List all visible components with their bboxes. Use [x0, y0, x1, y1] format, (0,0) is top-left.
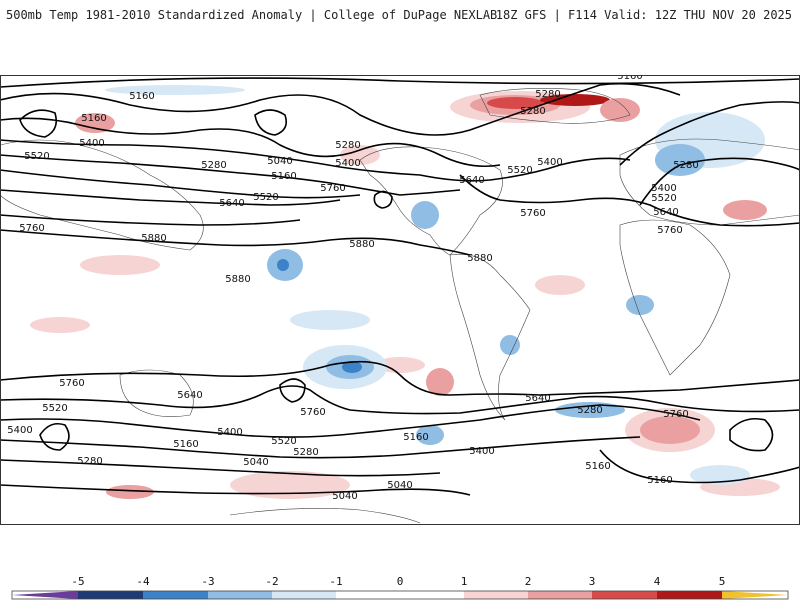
- contour-label: 5160: [129, 91, 154, 102]
- colorbar-tick: -3: [201, 575, 215, 588]
- colorbar-segment-neg4: [78, 591, 143, 599]
- contour-label: 5760: [663, 409, 688, 420]
- contour-label: 5040: [243, 457, 268, 468]
- anomaly-map[interactable]: 5160 5160 5160 5160 5160 5160 5160 5160 …: [0, 75, 800, 525]
- colorbar-swatches: [11, 590, 789, 600]
- colorbar-tick: 4: [653, 575, 661, 588]
- colorbar-segment-neg5: [12, 591, 78, 599]
- colorbar: -5 -4 -3 -2 -1 0 1 2 3 4 5: [0, 560, 800, 600]
- contour-label: 5280: [577, 405, 602, 416]
- colorbar-segment-zero-low: [336, 591, 400, 599]
- contour-label: 5280: [520, 106, 545, 117]
- colorbar-tick: -1: [329, 575, 343, 588]
- contour-label: 5880: [225, 274, 250, 285]
- contour-label: 5160: [271, 171, 296, 182]
- contour-label: 5160: [403, 432, 428, 443]
- map-title: 500mb Temp 1981-2010 Standardized Anomal…: [6, 8, 498, 22]
- contour-label: 5520: [507, 165, 532, 176]
- contour-label: 5640: [653, 207, 678, 218]
- contour-label: 5160: [617, 75, 642, 82]
- colorbar-segment-pos3: [592, 591, 657, 599]
- contour-label: 5520: [271, 436, 296, 447]
- colorbar-tick: -2: [265, 575, 279, 588]
- colorbar-tick: 3: [588, 575, 596, 588]
- colorbar-segment-pos1: [464, 591, 528, 599]
- colorbar-segment-neg2: [208, 591, 272, 599]
- contour-label: 5040: [332, 491, 357, 502]
- contour-label: 5160: [173, 439, 198, 450]
- contour-label: 5640: [525, 393, 550, 404]
- contour-label: 5280: [77, 456, 102, 467]
- contour-label: 5640: [459, 175, 484, 186]
- header-bar: 500mb Temp 1981-2010 Standardized Anomal…: [0, 0, 800, 30]
- contour-label: 5280: [335, 140, 360, 151]
- colorbar-tick: -4: [136, 575, 150, 588]
- contour-label: 5400: [7, 425, 32, 436]
- contour-label: 5400: [537, 157, 562, 168]
- contour-label: 5880: [349, 239, 374, 250]
- contour-label: 5760: [300, 407, 325, 418]
- contour-label: 5760: [19, 223, 44, 234]
- contour-label: 5400: [217, 427, 242, 438]
- colorbar-tick: -5: [71, 575, 85, 588]
- contour-label: 5520: [42, 403, 67, 414]
- contour-label: 5760: [657, 225, 682, 236]
- contour-label: 5280: [535, 89, 560, 100]
- contour-label: 5760: [320, 183, 345, 194]
- contour-label: 5040: [387, 480, 412, 491]
- colorbar-segment-neg3: [143, 591, 208, 599]
- contour-label: 5760: [520, 208, 545, 219]
- contour-label: 5640: [219, 198, 244, 209]
- contour-label: 5040: [267, 156, 292, 167]
- contour-label: 5880: [467, 253, 492, 264]
- contour-label: 5400: [651, 183, 676, 194]
- contour-label: 5160: [647, 475, 672, 486]
- contour-label: 5280: [293, 447, 318, 458]
- height-contours: [0, 77, 800, 496]
- contour-label: 5400: [335, 158, 360, 169]
- contour-label: 5400: [469, 446, 494, 457]
- coastlines: [0, 88, 800, 524]
- colorbar-segment-pos5: [722, 591, 788, 599]
- contour-labels: 5160 5160 5160 5160 5160 5160 5160 5160 …: [7, 75, 698, 502]
- contour-label: 5520: [253, 192, 278, 203]
- model-run-info: 18Z GFS | F114 Valid: 12Z THU NOV 20 202…: [495, 8, 792, 22]
- colorbar-tick: 2: [524, 575, 532, 588]
- colorbar-tick: 5: [718, 575, 726, 588]
- contour-label: 5640: [177, 390, 202, 401]
- contour-label: 5880: [141, 233, 166, 244]
- contour-label: 5280: [201, 160, 226, 171]
- positive-anomaly-shading: [30, 91, 780, 499]
- contour-label: 5160: [585, 461, 610, 472]
- contour-label: 5160: [81, 113, 106, 124]
- colorbar-tick: 0: [396, 575, 404, 588]
- colorbar-segment-zero-high: [400, 591, 464, 599]
- colorbar-tick: 1: [460, 575, 468, 588]
- contour-label: 5520: [651, 193, 676, 204]
- contour-label: 5520: [24, 151, 49, 162]
- contour-label: 5760: [59, 378, 84, 389]
- colorbar-segment-neg1: [272, 591, 336, 599]
- colorbar-segment-pos2: [528, 591, 592, 599]
- colorbar-segment-pos4: [657, 591, 722, 599]
- contour-label: 5280: [673, 160, 698, 171]
- contour-label: 5400: [79, 138, 104, 149]
